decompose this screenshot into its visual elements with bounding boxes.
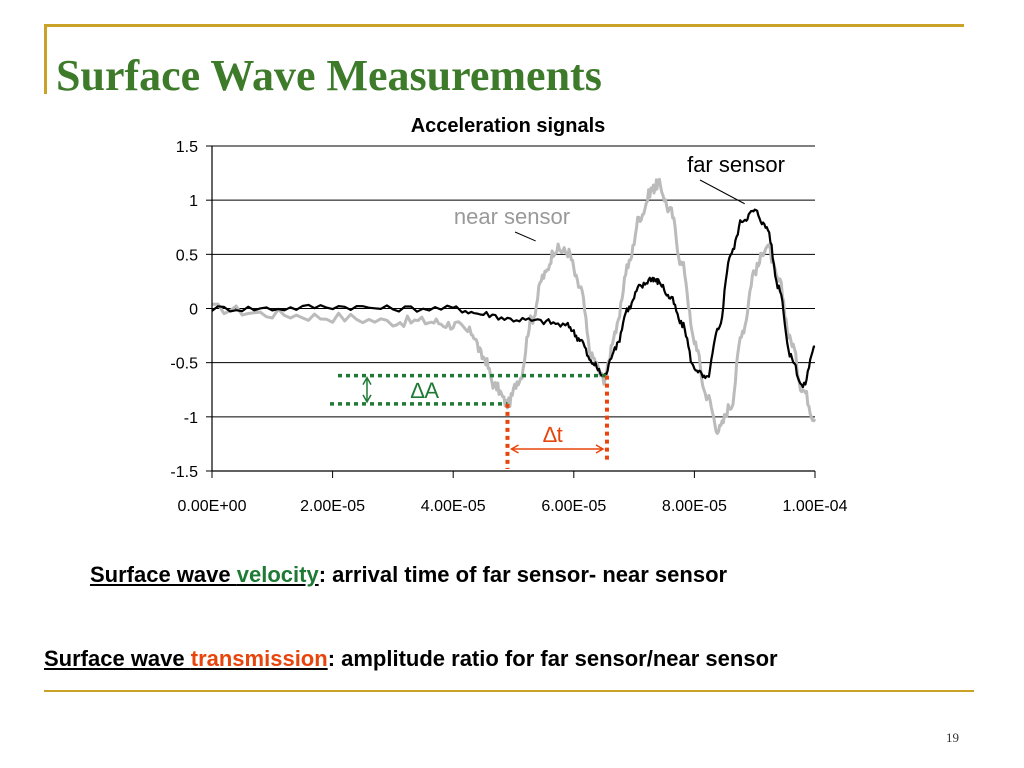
- page-number: 19: [946, 730, 959, 745]
- transmission-caption-prefix: Surface wave: [44, 646, 191, 671]
- velocity-caption-prefix: Surface wave: [90, 562, 237, 587]
- left-frame-line: [44, 24, 47, 94]
- delta-a-label: ∆A: [411, 378, 439, 403]
- slide-title: Surface Wave Measurements: [56, 51, 602, 100]
- x-tick-label: 1.00E-04: [783, 498, 848, 515]
- delta-t-arrowhead-right: [595, 444, 605, 454]
- far-sensor-line: [211, 208, 816, 389]
- delta-t-label: ∆t: [543, 422, 563, 447]
- y-tick-label: 0.5: [176, 247, 198, 264]
- acceleration-chart: Acceleration signals 1.5 1 0.5 0 -0.5 -1 -1.5 0…: [170, 115, 848, 515]
- top-frame-line: [44, 24, 964, 27]
- y-tick-label: -0.5: [170, 356, 198, 373]
- x-tick-label: 0.00E+00: [178, 498, 247, 515]
- y-tick-label: 1.5: [176, 139, 198, 156]
- x-tick-label: 2.00E-05: [300, 498, 365, 515]
- velocity-caption: Surface wave velocity: arrival time of f…: [90, 562, 727, 588]
- near-sensor-leader: [514, 231, 536, 242]
- x-tick-label: 8.00E-05: [662, 498, 727, 515]
- far-sensor-label: far sensor: [687, 152, 785, 177]
- delta-t-arrowhead-left: [509, 444, 519, 454]
- delta-a-arrowhead-bottom: [362, 394, 372, 404]
- x-tick-label: 6.00E-05: [541, 498, 606, 515]
- chart-title: Acceleration signals: [411, 115, 606, 137]
- transmission-caption: Surface wave transmission: amplitude rat…: [44, 646, 778, 672]
- near-sensor-label: near sensor: [454, 204, 570, 229]
- delta-a-arrowhead-top: [362, 376, 372, 386]
- far-sensor-leader: [699, 179, 745, 205]
- y-tick-label: 0: [189, 302, 198, 319]
- velocity-keyword: velocity: [236, 562, 319, 587]
- transmission-caption-suffix: : amplitude ratio for far sensor/near se…: [327, 646, 778, 671]
- y-tick-label: 1: [189, 193, 198, 210]
- y-tick-label: -1.5: [170, 464, 198, 481]
- y-tick-label: -1: [184, 410, 198, 427]
- transmission-keyword: transmission: [190, 646, 328, 671]
- x-tick-label: 4.00E-05: [421, 498, 486, 515]
- bottom-rule: [44, 690, 974, 692]
- velocity-caption-suffix: : arrival time of far sensor- near senso…: [318, 562, 728, 587]
